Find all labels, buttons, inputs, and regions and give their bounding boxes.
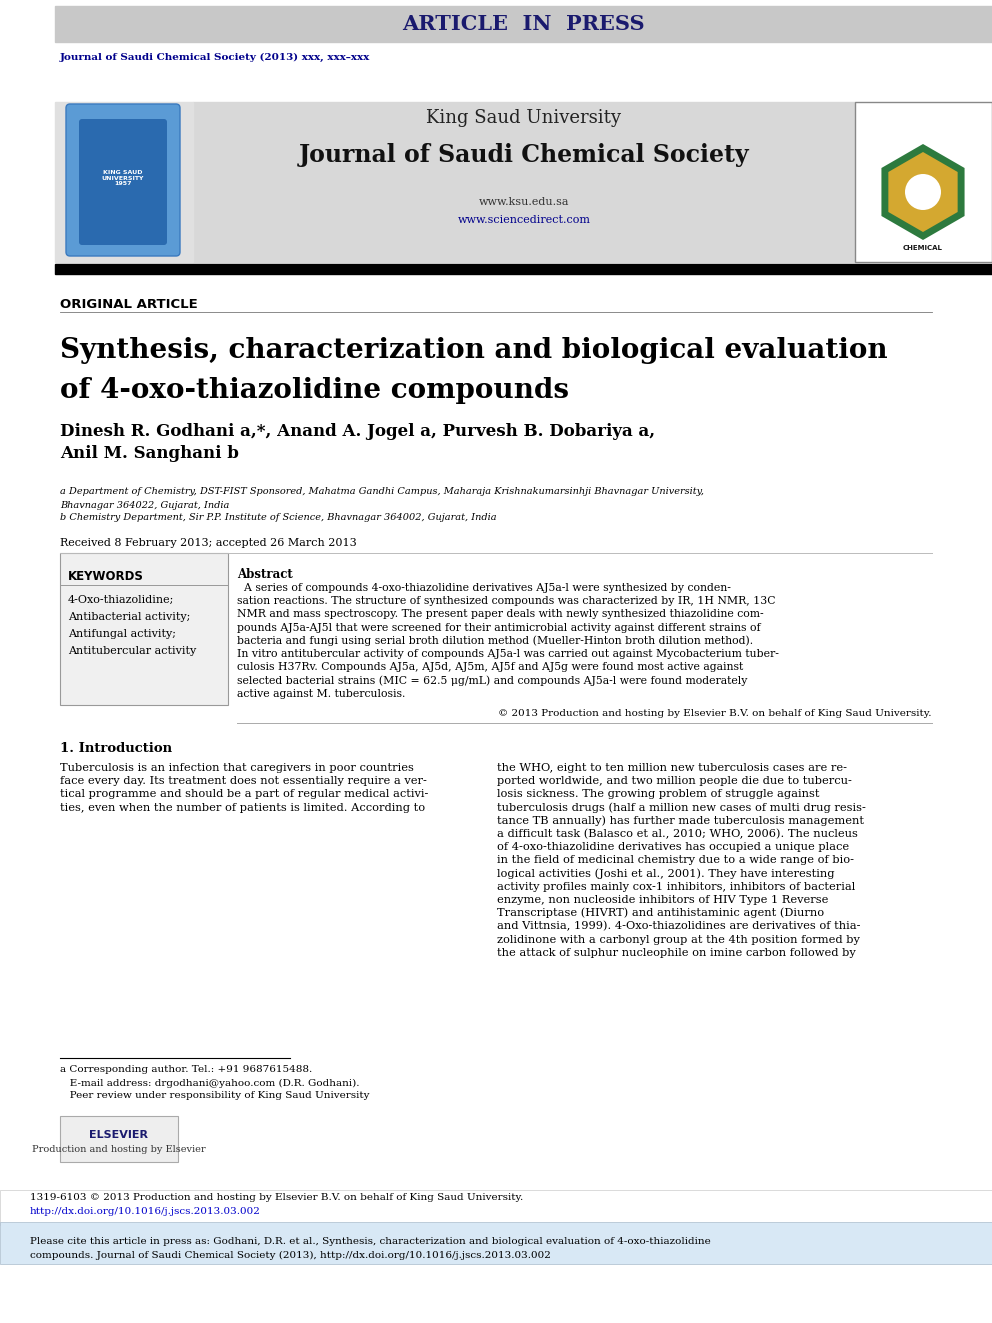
Text: b Chemistry Department, Sir P.P. Institute of Science, Bhavnagar 364002, Gujarat: b Chemistry Department, Sir P.P. Institu…	[60, 513, 497, 523]
Text: Antitubercular activity: Antitubercular activity	[68, 646, 196, 656]
Text: Journal of Saudi Chemical Society (2013) xxx, xxx–xxx: Journal of Saudi Chemical Society (2013)…	[60, 53, 370, 62]
Bar	[55, 7, 992, 42]
Text: pounds AJ5a-AJ5l that were screened for their antimicrobial activity against dif: pounds AJ5a-AJ5l that were screened for …	[237, 623, 761, 632]
Text: ELSEVIER: ELSEVIER	[89, 1130, 149, 1140]
Text: 1. Introduction: 1. Introduction	[60, 741, 173, 754]
FancyBboxPatch shape	[66, 105, 180, 255]
Bar	[855, 102, 992, 262]
Text: www.sciencedirect.com: www.sciencedirect.com	[457, 216, 590, 225]
Text: tance TB annually) has further made tuberculosis management: tance TB annually) has further made tube…	[497, 815, 864, 826]
Text: enzyme, non nucleoside inhibitors of HIV Type 1 Reverse: enzyme, non nucleoside inhibitors of HIV…	[497, 894, 828, 905]
Text: Peer review under responsibility of King Saud University: Peer review under responsibility of King…	[60, 1091, 369, 1101]
Bar	[60, 1117, 178, 1162]
Bar	[60, 553, 228, 705]
Text: www.ksu.edu.sa: www.ksu.edu.sa	[479, 197, 569, 206]
Bar	[193, 102, 855, 262]
Text: the WHO, eight to ten million new tuberculosis cases are re-: the WHO, eight to ten million new tuberc…	[497, 763, 847, 773]
Text: activity profiles mainly cox-1 inhibitors, inhibitors of bacterial: activity profiles mainly cox-1 inhibitor…	[497, 882, 855, 892]
Text: Journal of Saudi Chemical Society: Journal of Saudi Chemical Society	[299, 143, 749, 167]
Text: KING SAUD
UNIVERSITY
1957: KING SAUD UNIVERSITY 1957	[102, 169, 144, 187]
Text: in the field of medicinal chemistry due to a wide range of bio-: in the field of medicinal chemistry due …	[497, 856, 854, 865]
Text: Transcriptase (HIVRT) and antihistaminic agent (Diurno: Transcriptase (HIVRT) and antihistaminic…	[497, 908, 824, 918]
Text: ties, even when the number of patients is limited. According to: ties, even when the number of patients i…	[60, 803, 426, 812]
Text: zolidinone with a carbonyl group at the 4th position formed by: zolidinone with a carbonyl group at the …	[497, 934, 860, 945]
Text: compounds. Journal of Saudi Chemical Society (2013), http://dx.doi.org/10.1016/j: compounds. Journal of Saudi Chemical Soc…	[30, 1250, 551, 1259]
Text: Synthesis, characterization and biological evaluation: Synthesis, characterization and biologic…	[60, 336, 888, 364]
Text: Dinesh R. Godhani a,*, Anand A. Jogel a, Purvesh B. Dobariya a,: Dinesh R. Godhani a,*, Anand A. Jogel a,…	[60, 423, 655, 441]
Text: 1319-6103 © 2013 Production and hosting by Elsevier B.V. on behalf of King Saud : 1319-6103 © 2013 Production and hosting …	[30, 1193, 523, 1203]
Text: tuberculosis drugs (half a million new cases of multi drug resis-: tuberculosis drugs (half a million new c…	[497, 802, 866, 812]
Text: selected bacterial strains (MIC = 62.5 μg/mL) and compounds AJ5a-l were found mo: selected bacterial strains (MIC = 62.5 μ…	[237, 675, 747, 685]
Text: Anil M. Sanghani b: Anil M. Sanghani b	[60, 446, 239, 463]
Text: Please cite this article in press as: Godhani, D.R. et al., Synthesis, character: Please cite this article in press as: Go…	[30, 1237, 710, 1246]
Text: and Vittnsia, 1999). 4-Oxo-thiazolidines are derivatives of thia-: and Vittnsia, 1999). 4-Oxo-thiazolidines…	[497, 921, 860, 931]
Text: Antifungal activity;: Antifungal activity;	[68, 628, 176, 639]
Text: A series of compounds 4-oxo-thiazolidine derivatives AJ5a-l were synthesized by : A series of compounds 4-oxo-thiazolidine…	[237, 583, 731, 593]
Text: Received 8 February 2013; accepted 26 March 2013: Received 8 February 2013; accepted 26 Ma…	[60, 538, 357, 548]
Text: a Department of Chemistry, DST-FIST Sponsored, Mahatma Gandhi Campus, Maharaja K: a Department of Chemistry, DST-FIST Spon…	[60, 487, 704, 496]
Text: culosis H37Rv. Compounds AJ5a, AJ5d, AJ5m, AJ5f and AJ5g were found most active : culosis H37Rv. Compounds AJ5a, AJ5d, AJ5…	[237, 663, 743, 672]
Bar	[55, 265, 992, 274]
Text: © 2013 Production and hosting by Elsevier B.V. on behalf of King Saud University: © 2013 Production and hosting by Elsevie…	[499, 709, 932, 718]
Text: ORIGINAL ARTICLE: ORIGINAL ARTICLE	[60, 298, 197, 311]
Bar	[0, 1222, 992, 1263]
Text: a Corresponding author. Tel.: +91 9687615488.: a Corresponding author. Tel.: +91 968761…	[60, 1065, 312, 1074]
Text: KEYWORDS: KEYWORDS	[68, 570, 144, 583]
Text: tical programme and should be a part of regular medical activi-: tical programme and should be a part of …	[60, 790, 429, 799]
Text: ARTICLE  IN  PRESS: ARTICLE IN PRESS	[402, 15, 645, 34]
Text: King Saud University: King Saud University	[427, 108, 622, 127]
Text: Tuberculosis is an infection that caregivers in poor countries: Tuberculosis is an infection that caregi…	[60, 763, 414, 773]
Text: NMR and mass spectroscopy. The present paper deals with newly synthesized thiazo: NMR and mass spectroscopy. The present p…	[237, 610, 764, 619]
Text: of 4-oxo-thiazolidine compounds: of 4-oxo-thiazolidine compounds	[60, 377, 569, 404]
Text: http://dx.doi.org/10.1016/j.jscs.2013.03.002: http://dx.doi.org/10.1016/j.jscs.2013.03…	[30, 1207, 261, 1216]
Text: active against M. tuberculosis.: active against M. tuberculosis.	[237, 688, 406, 699]
Circle shape	[905, 175, 941, 210]
Text: the attack of sulphur nucleophile on imine carbon followed by: the attack of sulphur nucleophile on imi…	[497, 947, 856, 958]
Text: Abstract: Abstract	[237, 568, 293, 581]
Text: ported worldwide, and two million people die due to tubercu-: ported worldwide, and two million people…	[497, 777, 852, 786]
Text: bacteria and fungi using serial broth dilution method (Mueller-Hinton broth dilu: bacteria and fungi using serial broth di…	[237, 635, 753, 646]
Text: In vitro antitubercular activity of compounds AJ5a-l was carried out against Myc: In vitro antitubercular activity of comp…	[237, 650, 779, 659]
FancyBboxPatch shape	[79, 119, 167, 245]
Text: sation reactions. The structure of synthesized compounds was characterized by IR: sation reactions. The structure of synth…	[237, 597, 776, 606]
Text: CHEMICAL: CHEMICAL	[903, 245, 943, 251]
Bar	[0, 1189, 992, 1225]
Text: Bhavnagar 364022, Gujarat, India: Bhavnagar 364022, Gujarat, India	[60, 500, 229, 509]
Text: 4-Oxo-thiazolidine;: 4-Oxo-thiazolidine;	[68, 595, 175, 605]
Text: of 4-oxo-thiazolidine derivatives has occupied a unique place: of 4-oxo-thiazolidine derivatives has oc…	[497, 843, 849, 852]
Text: Production and hosting by Elsevier: Production and hosting by Elsevier	[32, 1146, 205, 1155]
Text: losis sickness. The growing problem of struggle against: losis sickness. The growing problem of s…	[497, 790, 819, 799]
Text: a difficult task (Balasco et al., 2010; WHO, 2006). The nucleus: a difficult task (Balasco et al., 2010; …	[497, 828, 858, 839]
Text: logical activities (Joshi et al., 2001). They have interesting: logical activities (Joshi et al., 2001).…	[497, 868, 834, 878]
Text: E-mail address: drgodhani@yahoo.com (D.R. Godhani).: E-mail address: drgodhani@yahoo.com (D.R…	[60, 1078, 359, 1088]
Bar	[55, 102, 193, 262]
Text: Antibacterial activity;: Antibacterial activity;	[68, 613, 190, 622]
Text: face every day. Its treatment does not essentially require a ver-: face every day. Its treatment does not e…	[60, 777, 427, 786]
